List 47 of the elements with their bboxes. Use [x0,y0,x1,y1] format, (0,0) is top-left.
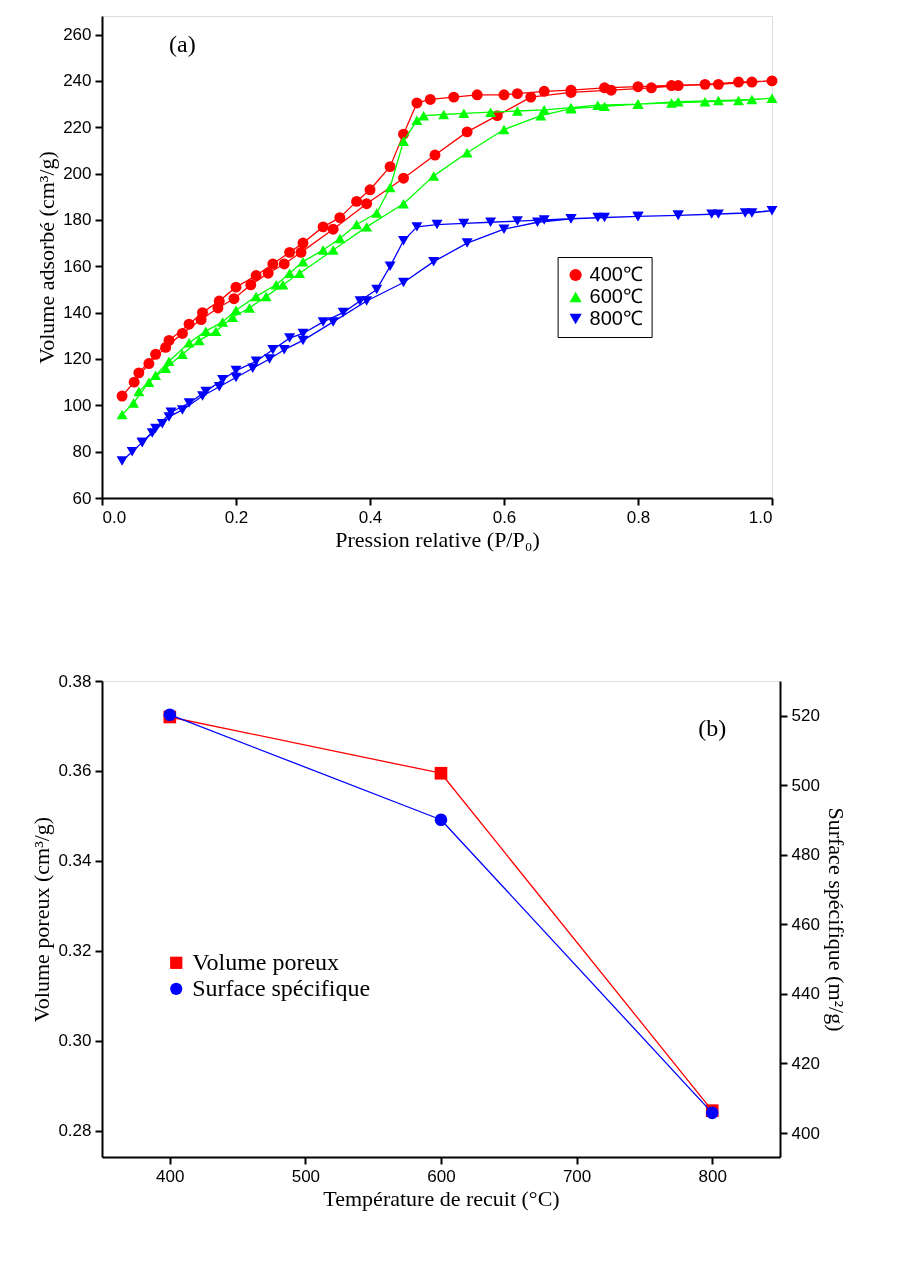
y2-tick-label: 480 [791,845,820,865]
annotation: (b) [698,714,727,741]
x-tick-label: 0.2 [224,507,249,527]
y-tick-label: 0.30 [58,1031,92,1051]
y-tick-label: 220 [63,117,92,137]
x-tick-label: 0.6 [492,507,517,527]
x-axis-title: Pression relative (P/P₀) [335,526,540,552]
x-tick-label: 0.0 [102,507,127,527]
legend-label: Volume poreux [192,948,340,975]
y-tick-label: 160 [63,256,92,276]
legend-label: 800℃ [589,307,643,329]
y-axis-title: Volume adsorbé (cm³/g) [34,151,60,364]
y2-tick-label: 500 [791,775,820,795]
y-tick-label: 120 [63,349,92,369]
y-tick-label: 240 [63,71,92,91]
x-tick-label: 0.8 [626,507,651,527]
y-tick-label: 80 [72,442,92,462]
y2-tick-label: 460 [791,914,820,934]
y2-tick-label: 420 [791,1053,820,1073]
y-tick-label: 140 [63,303,92,323]
legend-label: Surface spécifique [192,974,371,1001]
y-tick-label: 100 [63,395,92,415]
y2-tick-label: 440 [791,984,820,1004]
x-tick-label: 500 [291,1166,321,1186]
y2-tick-label: 400 [791,1123,820,1143]
y-tick-label: 200 [63,164,92,184]
x-tick-label: 400 [156,1166,185,1186]
y2-tick-label: 520 [791,706,820,726]
x-tick-label: 600 [427,1166,456,1186]
x-tick-label: 800 [698,1166,727,1186]
y-tick-label: 0.28 [58,1121,92,1141]
y-axis-title: Volume poreux (cm³/g) [29,816,55,1023]
x-tick-label: 0.4 [358,507,383,527]
annotation: (a) [169,30,196,57]
legend-label: 600℃ [589,285,643,307]
y-tick-label: 260 [63,25,92,45]
x-tick-label: 700 [562,1166,592,1186]
y2-axis-title: Surface spécifique (m²/g) [823,807,849,1032]
y-tick-label: 0.32 [58,941,92,961]
y-tick-label: 60 [72,488,92,508]
x-axis-title: Température de recuit (°C) [323,1185,560,1211]
x-tick-label: 1.0 [748,507,773,527]
y-tick-label: 180 [63,210,92,230]
y-tick-label: 0.36 [58,761,92,781]
y-tick-label: 0.34 [58,851,92,871]
y-tick-label: 0.38 [58,671,92,691]
legend-label: 400℃ [589,263,643,285]
